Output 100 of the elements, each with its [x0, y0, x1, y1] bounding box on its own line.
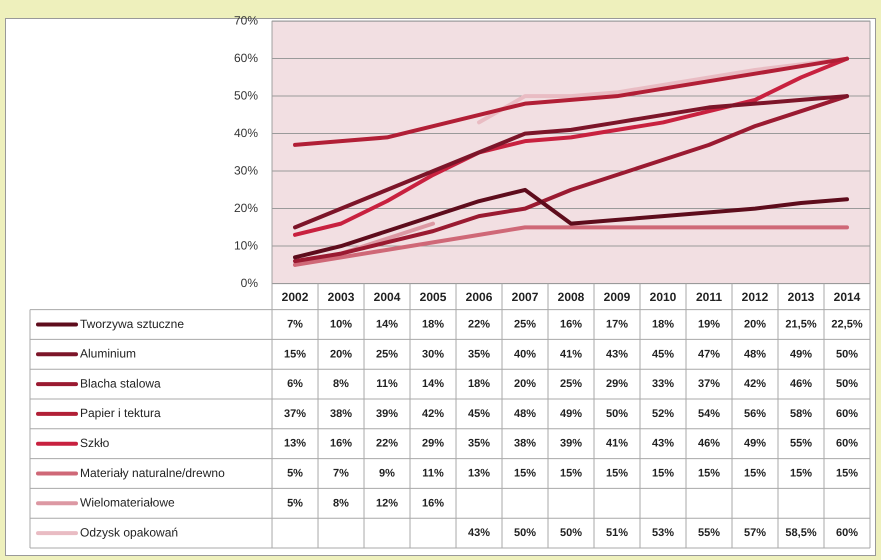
- data-label: 38%: [330, 408, 352, 420]
- data-label: 22,5%: [831, 318, 863, 331]
- data-label: 41%: [560, 348, 582, 360]
- y-tick-label: 10%: [234, 238, 258, 252]
- data-label: 13%: [468, 468, 490, 480]
- data-label: 52%: [652, 408, 674, 420]
- data-label: 51%: [606, 527, 628, 540]
- data-label: 45%: [468, 408, 490, 420]
- data-label: 15%: [698, 468, 720, 480]
- data-label: 39%: [376, 408, 398, 420]
- x-tick-label: 2013: [788, 290, 815, 304]
- data-label: 60%: [836, 408, 858, 420]
- x-tick-label: 2004: [374, 290, 401, 304]
- data-label: 11%: [422, 468, 444, 480]
- data-label: 45%: [652, 348, 674, 360]
- data-label: 50%: [560, 527, 582, 540]
- data-label: 18%: [652, 318, 674, 331]
- data-label: 20%: [744, 318, 766, 331]
- data-label: 40%: [514, 348, 536, 360]
- data-label: 5%: [287, 468, 304, 480]
- data-label: 58%: [790, 408, 812, 420]
- legend-label: Blacha stalowa: [80, 376, 162, 390]
- data-label: 41%: [606, 438, 628, 450]
- x-tick-label: 2008: [558, 290, 585, 304]
- data-label: 7%: [287, 318, 304, 331]
- data-label: 46%: [790, 378, 812, 390]
- data-label: 8%: [333, 497, 350, 510]
- data-label: 12%: [376, 497, 398, 510]
- y-tick-label: 0%: [240, 276, 258, 290]
- data-label: 38%: [514, 438, 536, 450]
- data-label: 15%: [606, 468, 628, 480]
- data-label: 49%: [560, 408, 582, 420]
- data-label: 35%: [468, 438, 490, 450]
- x-tick-label: 2011: [696, 290, 722, 304]
- data-label: 35%: [468, 348, 490, 360]
- data-label: 14%: [422, 378, 444, 390]
- data-label: 39%: [560, 438, 582, 450]
- legend-label: Materiały naturalne/drewno: [80, 466, 226, 480]
- data-label: 48%: [744, 348, 766, 360]
- data-label: 20%: [514, 378, 536, 390]
- data-label: 37%: [698, 378, 720, 390]
- data-label: 18%: [468, 378, 490, 390]
- data-label: 13%: [284, 438, 306, 450]
- data-label: 8%: [333, 378, 350, 390]
- y-tick-label: 20%: [234, 200, 258, 215]
- x-tick-label: 2007: [512, 290, 539, 304]
- data-label: 48%: [514, 408, 536, 420]
- y-tick-label: 60%: [234, 51, 258, 65]
- data-label: 43%: [468, 527, 490, 540]
- x-tick-label: 2005: [420, 290, 447, 304]
- data-label: 20%: [330, 348, 352, 360]
- data-label: 50%: [514, 527, 536, 540]
- legend-label: Tworzywa sztuczne: [80, 316, 184, 331]
- data-label: 25%: [514, 318, 536, 331]
- data-label: 16%: [422, 497, 444, 510]
- data-label: 17%: [606, 318, 628, 331]
- data-label: 21,5%: [785, 318, 817, 331]
- data-label: 29%: [606, 378, 628, 390]
- data-label: 46%: [698, 438, 720, 450]
- data-label: 60%: [836, 438, 858, 450]
- data-label: 55%: [790, 438, 812, 450]
- data-label: 49%: [790, 348, 812, 360]
- data-label: 22%: [468, 318, 490, 331]
- data-label: 19%: [698, 318, 720, 331]
- data-label: 15%: [790, 468, 812, 480]
- data-label: 25%: [376, 348, 398, 360]
- y-tick-label: 70%: [234, 14, 258, 28]
- data-label: 7%: [333, 468, 350, 480]
- x-tick-label: 2010: [650, 290, 677, 304]
- data-label: 54%: [698, 408, 720, 420]
- data-label: 57%: [744, 527, 766, 540]
- x-tick-label: 2012: [742, 290, 769, 304]
- y-tick-label: 50%: [234, 88, 258, 102]
- x-tick-label: 2009: [604, 290, 631, 304]
- data-label: 60%: [836, 527, 858, 540]
- legend-label: Papier i tektura: [80, 406, 162, 420]
- data-label: 15%: [284, 348, 306, 360]
- legend-label: Wielomateriałowe: [80, 496, 176, 510]
- data-label: 50%: [836, 348, 858, 360]
- data-label: 50%: [836, 378, 858, 390]
- x-tick-label: 2002: [282, 290, 309, 304]
- x-tick-label: 2006: [466, 290, 493, 304]
- y-tick-label: 30%: [234, 163, 258, 178]
- data-label: 50%: [606, 408, 628, 420]
- data-label: 14%: [376, 318, 398, 331]
- data-label: 58,5%: [785, 527, 817, 540]
- legend-label: Aluminium: [80, 346, 136, 361]
- data-label: 47%: [698, 348, 720, 360]
- x-tick-label: 2014: [834, 290, 861, 304]
- data-label: 9%: [379, 468, 396, 480]
- data-label: 43%: [652, 438, 674, 450]
- data-label: 42%: [422, 408, 444, 420]
- data-label: 15%: [836, 468, 858, 480]
- data-label: 15%: [560, 468, 582, 480]
- data-label: 53%: [652, 527, 674, 540]
- data-label: 42%: [744, 378, 766, 390]
- data-label: 5%: [287, 497, 304, 510]
- data-label: 29%: [422, 438, 444, 450]
- x-tick-label: 2003: [328, 290, 355, 304]
- data-label: 30%: [422, 348, 444, 360]
